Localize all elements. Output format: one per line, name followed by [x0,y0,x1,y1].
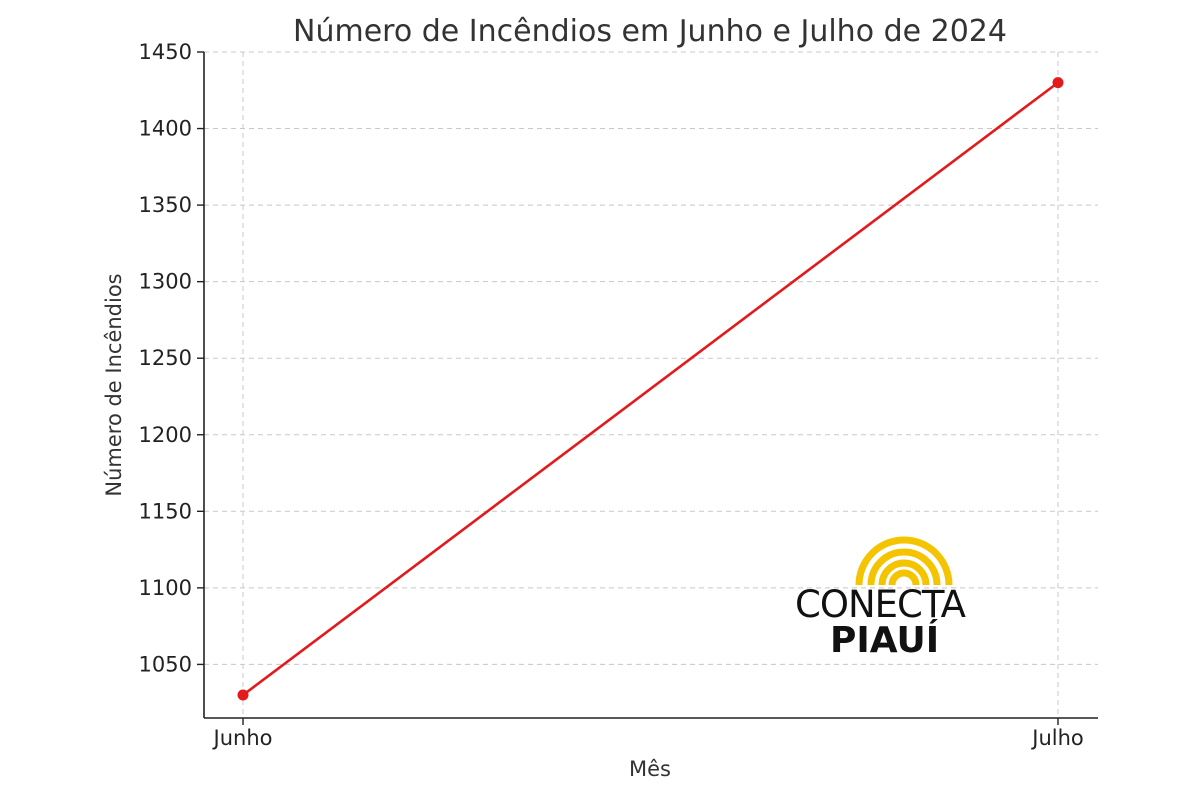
data-point [1052,77,1064,89]
chart-title: Número de Incêndios em Junho e Julho de … [293,14,1007,49]
y-tick-label: 1300 [139,270,192,294]
sun-ray-arc [855,536,953,586]
y-tick-label: 1050 [139,652,192,676]
x-tick-label: Julho [1030,726,1084,750]
y-tick-label: 1450 [139,40,192,64]
logo-text-piaui: PIAUÍ [830,619,939,661]
sun-ray-arc [867,548,941,586]
x-axis-label: Mês [629,757,671,781]
x-tick-label: Junho [212,726,273,750]
series [237,77,1064,701]
conecta-piaui-logo: CONECTA PIAUÍ [795,536,967,661]
y-axis-label: Número de Incêndios [102,273,126,496]
series-line [242,81,1059,697]
y-tick-label: 1350 [139,193,192,217]
y-tick-label: 1100 [139,576,192,600]
y-tick-label: 1400 [139,117,192,141]
grid [204,51,1098,718]
logo-text-conecta: CONECTA [795,583,966,626]
ticks: 1050 1100 1150 1200 1250 1300 1350 1400 1450 Junh… [139,40,1084,750]
sun-ray-arc [888,569,920,586]
axes [203,52,1098,719]
y-tick-label: 1250 [139,346,192,370]
y-tick-label: 1200 [139,423,192,447]
data-point [237,689,249,701]
y-tick-label: 1150 [139,499,192,523]
sun-ray-arc [878,559,930,586]
sun-logo-icon [855,536,953,586]
